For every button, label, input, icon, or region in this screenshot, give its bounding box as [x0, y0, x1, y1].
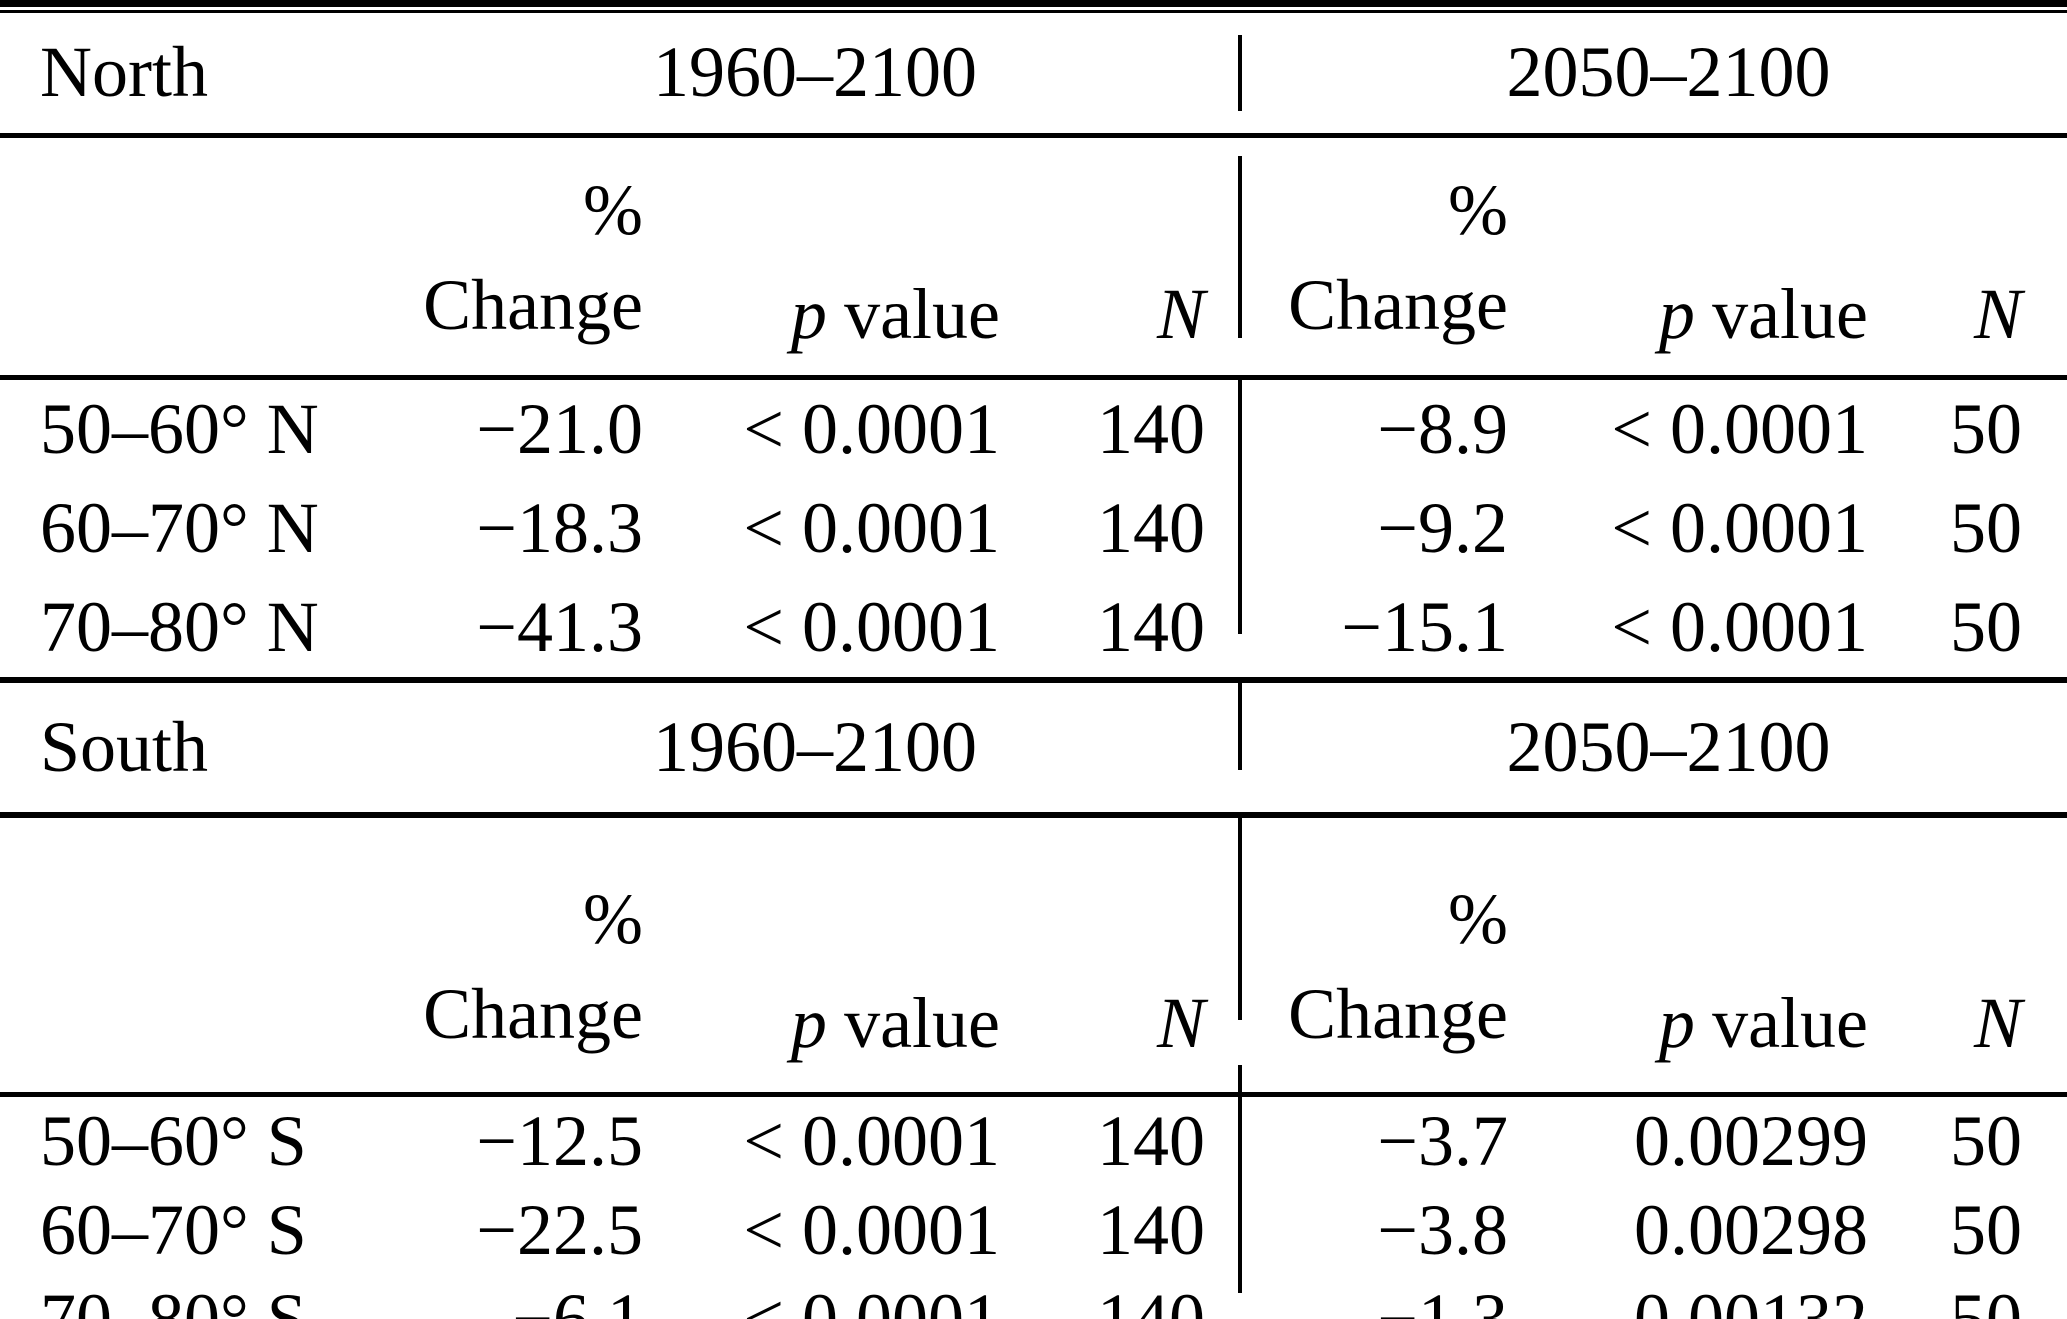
sample-size-value: 140: [1097, 487, 1205, 568]
percent-header: %: [1448, 879, 1508, 959]
empty-header-cell: [0, 138, 390, 375]
p-value: < 0.0001: [1611, 586, 1868, 667]
p-value-header: p value: [790, 983, 1000, 1064]
p-value: < 0.0001: [655, 1275, 1012, 1319]
n-header: N: [1973, 274, 2022, 355]
percent-change-value: −6.1: [390, 1275, 655, 1319]
percent-change-value: −18.3: [476, 487, 643, 568]
p-value: < 0.0001: [743, 1189, 1000, 1270]
top-rule-thick: [0, 0, 2067, 7]
p-value: < 0.0001: [743, 586, 1000, 667]
percent-change-value: −22.5: [476, 1189, 643, 1270]
period-header-left: 1960–2100: [653, 706, 977, 787]
p-value: < 0.0001: [1611, 388, 1868, 469]
period-header-right: 2050–2100: [1506, 706, 1831, 787]
percent-change-value: −15.1: [1341, 586, 1508, 667]
column-divider-segment: [1238, 35, 1242, 111]
pct-change-header: % Change: [1240, 138, 1520, 375]
percent-change-value: −3.7: [1377, 1100, 1508, 1181]
percent-change-value: −9.2: [1377, 487, 1508, 568]
period-header-right: 2050–2100: [1506, 32, 1831, 113]
column-divider-segment: [1238, 682, 1242, 770]
percent-change-value: −21.0: [476, 388, 643, 469]
p-value-header: p value: [790, 274, 1000, 355]
empty-header-cell: [0, 818, 390, 1092]
horizontal-rule: [0, 812, 2067, 818]
sample-size-value: 140: [1097, 388, 1205, 469]
column-divider-segment: [1238, 156, 1242, 338]
percent-header: %: [583, 170, 643, 250]
change-header: Change: [1288, 974, 1508, 1054]
pct-change-header: % Change: [390, 818, 655, 1092]
region-label: South: [40, 706, 209, 787]
sample-size-value: 140: [1097, 586, 1205, 667]
p-value: < 0.0001: [743, 388, 1000, 469]
p-value: 0.00299: [1634, 1100, 1868, 1181]
group-header-row-north: North 1960–2100 2050–2100: [0, 13, 2067, 133]
sample-size-value: 50: [1950, 1100, 2022, 1181]
sample-size-value: 50: [1950, 487, 2022, 568]
sample-size-value: 140: [1097, 1100, 1205, 1181]
change-header: Change: [423, 265, 643, 345]
change-header: Change: [423, 974, 643, 1054]
table-row: 50–60° N −21.0 < 0.0001 140 −8.9 < 0.000…: [0, 380, 2067, 479]
n-header: N: [1973, 983, 2022, 1064]
horizontal-rule: [0, 375, 2067, 380]
percent-change-value: −12.5: [476, 1100, 643, 1181]
column-header-row-south: % Change p value N % Change p value N: [0, 818, 2067, 1092]
n-header: N: [1156, 983, 1205, 1064]
sample-size-value: 50: [1950, 1189, 2022, 1270]
latitude-band-label: 50–60° N: [40, 388, 319, 469]
percent-change-value: −8.9: [1377, 388, 1508, 469]
horizontal-rule: [0, 10, 2067, 13]
table-row: 70–80° S −6.1 < 0.0001 140 −1.3 0.00132 …: [0, 1275, 2067, 1319]
rule-gap: [0, 7, 2067, 10]
change-header: Change: [1288, 265, 1508, 345]
sample-size-value: 140: [1012, 1275, 1240, 1319]
latitude-band-label: 60–70° N: [40, 487, 319, 568]
pct-change-header: % Change: [1240, 818, 1520, 1092]
percent-change-value: −1.3: [1240, 1275, 1520, 1319]
p-value-header: p value: [1658, 274, 1868, 355]
horizontal-rule: [0, 133, 2067, 138]
p-value: < 0.0001: [743, 1100, 1000, 1181]
table-row: 60–70° S −22.5 < 0.0001 140 −3.8 0.00298…: [0, 1186, 2067, 1275]
p-value-header: p value: [1658, 983, 1868, 1064]
p-value: < 0.0001: [1611, 487, 1868, 568]
percent-header: %: [583, 879, 643, 959]
latitude-band-label: 70–80° N: [40, 586, 319, 667]
table-row: 70–80° N −41.3 < 0.0001 140 −15.1 < 0.00…: [0, 578, 2067, 677]
period-header-left: 1960–2100: [653, 32, 977, 113]
horizontal-rule: [0, 0, 2067, 7]
region-label: North: [40, 32, 208, 113]
p-value: 0.00298: [1634, 1189, 1868, 1270]
sample-size-value: 50: [1950, 586, 2022, 667]
table-row: 50–60° S −12.5 < 0.0001 140 −3.7 0.00299…: [0, 1097, 2067, 1186]
column-divider-segment: [1238, 1065, 1242, 1293]
latitude-band-label: 70–80° S: [0, 1275, 390, 1319]
latitude-band-label: 60–70° S: [40, 1189, 307, 1270]
sample-size-value: 140: [1097, 1189, 1205, 1270]
column-divider-segment: [1238, 818, 1242, 1020]
top-rule-thin: [0, 10, 2067, 13]
table-row: 60–70° N −18.3 < 0.0001 140 −9.2 < 0.000…: [0, 479, 2067, 578]
percent-header: %: [1448, 170, 1508, 250]
p-value: < 0.0001: [743, 487, 1000, 568]
column-divider-segment: [1238, 378, 1242, 634]
sample-size-value: 50: [1880, 1275, 2067, 1319]
group-header-row-south: South 1960–2100 2050–2100: [0, 683, 2067, 812]
horizontal-rule: [0, 677, 2067, 683]
percent-change-value: −3.8: [1377, 1189, 1508, 1270]
pct-change-header: % Change: [390, 138, 655, 375]
percent-change-value: −41.3: [476, 586, 643, 667]
column-header-row-north: % Change p value N % Change p value N: [0, 138, 2067, 375]
n-header: N: [1156, 274, 1205, 355]
p-value: 0.00132: [1520, 1275, 1880, 1319]
sample-size-value: 50: [1950, 388, 2022, 469]
horizontal-rule: [0, 1092, 2067, 1097]
latitude-band-label: 50–60° S: [40, 1100, 307, 1181]
